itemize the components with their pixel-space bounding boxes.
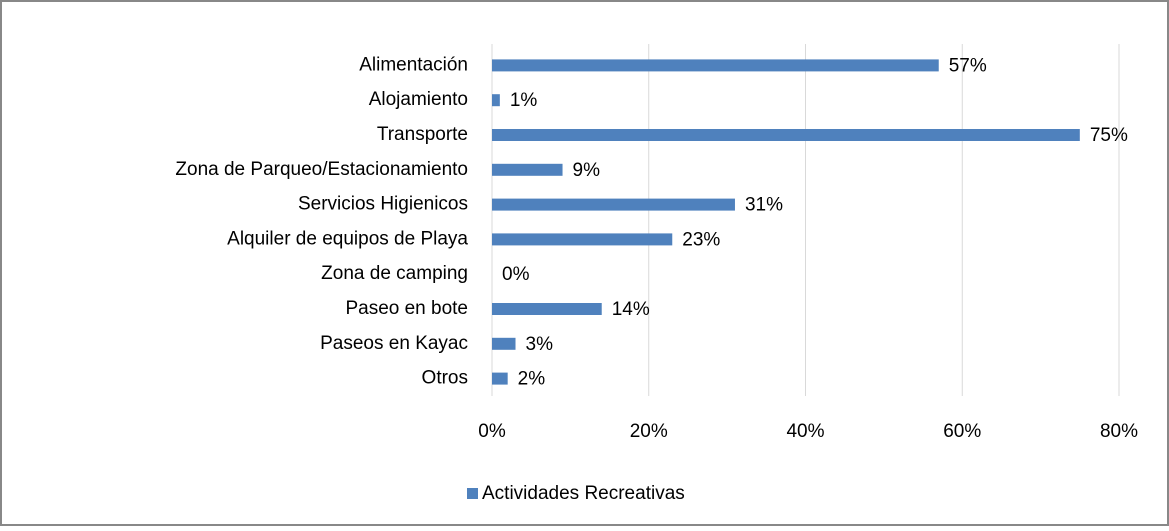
value-label: 2% (518, 369, 546, 390)
y-tick-label: Servicios Higienicos (298, 194, 468, 215)
y-tick-label: Zona de camping (321, 263, 468, 284)
bar (492, 233, 673, 246)
value-label: 75% (1090, 125, 1128, 146)
y-tick-label: Alquiler de equipos de Playa (227, 228, 468, 249)
bar (492, 337, 516, 350)
bar (492, 59, 939, 72)
y-tick-label: Paseo en bote (345, 298, 468, 319)
y-tick-label: Alojamiento (369, 89, 468, 110)
x-tick-label: 20% (630, 421, 668, 442)
bar (492, 303, 602, 315)
bar (492, 94, 500, 107)
y-tick-label: Otros (422, 368, 468, 389)
y-tick-label: Zona de Parqueo/Estacionamiento (175, 159, 468, 180)
value-label: 14% (612, 299, 650, 320)
y-tick-label: Paseos en Kayac (320, 333, 468, 354)
y-tick-label: Transporte (377, 124, 468, 145)
x-tick-label: 0% (478, 421, 506, 442)
bar (492, 198, 735, 211)
value-label: 0% (502, 264, 530, 285)
x-tick-label: 80% (1100, 421, 1138, 442)
value-label: 31% (745, 195, 783, 216)
value-label: 3% (526, 334, 554, 355)
value-label: 9% (573, 160, 601, 181)
value-label: 1% (510, 90, 538, 111)
value-label: 57% (949, 55, 987, 76)
x-tick-label: 60% (943, 421, 981, 442)
legend-swatch (467, 488, 478, 499)
y-tick-label: Alimentación (359, 54, 468, 75)
bar (492, 372, 508, 385)
bar (492, 163, 563, 176)
value-label: 23% (682, 229, 720, 250)
legend-label: Actividades Recreativas (482, 483, 685, 504)
x-tick-label: 40% (786, 421, 824, 442)
bar (492, 129, 1080, 141)
